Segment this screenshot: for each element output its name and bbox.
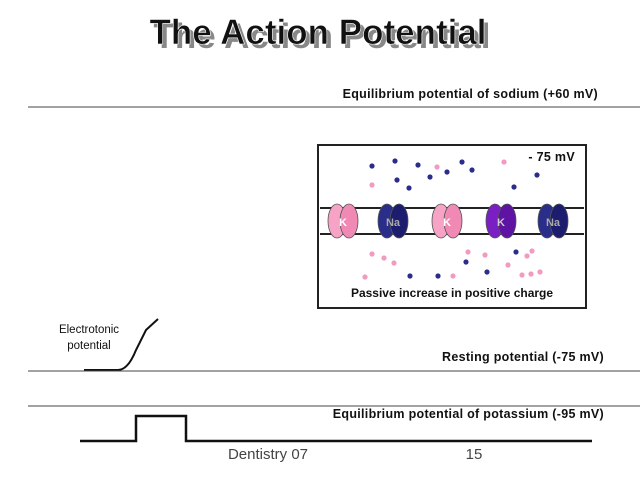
ion [444, 169, 450, 175]
inset-voltage: - 75 mV [528, 150, 575, 164]
annotation: potential [67, 340, 110, 352]
channel-half [389, 203, 409, 239]
ion [392, 158, 398, 164]
stimulus-trace [80, 414, 592, 443]
ion [465, 249, 471, 255]
channel-label: K [339, 217, 347, 229]
ion [463, 259, 469, 265]
ion [529, 248, 535, 254]
channel-half [443, 203, 463, 239]
sodium-label: Equilibrium potential of sodium (+60 mV) [343, 87, 598, 101]
ion [381, 255, 387, 261]
ion [528, 271, 534, 277]
resting-label: Resting potential (-75 mV) [442, 350, 604, 364]
title: The Action Potential [149, 13, 486, 52]
channel-label: Na [546, 217, 561, 229]
ion [394, 177, 400, 183]
ion [459, 159, 465, 165]
ion [369, 182, 375, 188]
inset-caption: Passive increase in positive charge [351, 286, 553, 300]
ion [519, 272, 525, 278]
ion [427, 174, 433, 180]
ion [537, 269, 543, 275]
ion [484, 269, 490, 275]
ion [362, 274, 368, 280]
channel-label: K [443, 217, 451, 229]
ion [369, 163, 375, 169]
ion [435, 273, 441, 279]
channel-half [497, 203, 517, 239]
ion [406, 185, 412, 191]
channel-label: Na [386, 217, 401, 229]
channel-half [339, 203, 359, 239]
ion [534, 172, 540, 178]
ion [450, 273, 456, 279]
ion [511, 184, 517, 190]
ion [501, 159, 507, 165]
channels: K Na K K Na [327, 203, 569, 239]
footer-text: Dentistry 07 [228, 446, 308, 463]
ion [505, 262, 511, 268]
channel-label: K [497, 217, 505, 229]
electrotonic-trace [84, 318, 159, 371]
ion [469, 167, 475, 173]
potassium-label: Equilibrium potential of potassium (-95 … [333, 407, 604, 421]
ion [524, 253, 530, 259]
ions [362, 158, 543, 280]
ion [434, 164, 440, 170]
ion [369, 251, 375, 257]
ion [482, 252, 488, 258]
channel-half [549, 203, 569, 239]
title-shadow: The Action Potential [153, 17, 490, 56]
ion [407, 273, 413, 279]
ion [513, 249, 519, 255]
annotation: Electrotonic [59, 324, 119, 336]
page-number: 15 [466, 446, 483, 463]
ion [415, 162, 421, 168]
ion [391, 260, 397, 266]
